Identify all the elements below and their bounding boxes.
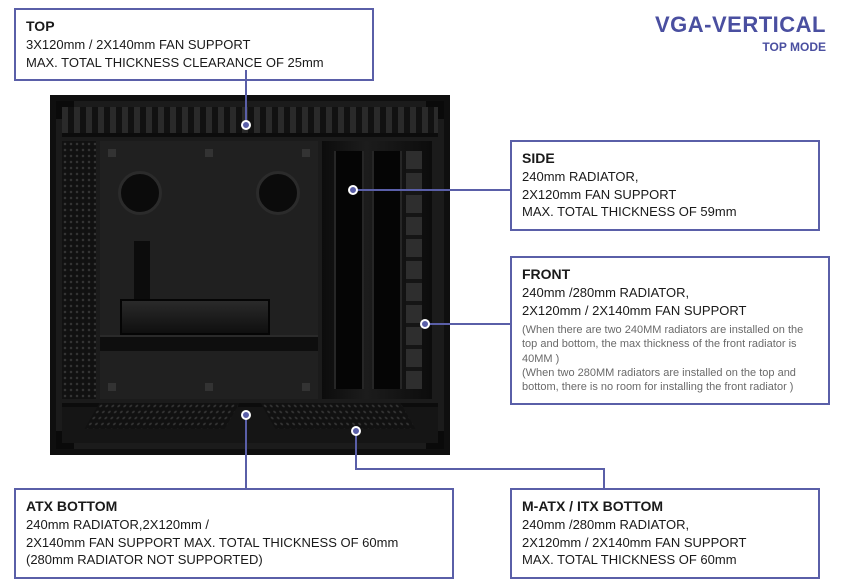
connector-side bbox=[356, 189, 510, 191]
header-main: VGA-VERTICAL bbox=[655, 12, 826, 38]
callout-front-note: (When there are two 240MM radiators are … bbox=[522, 323, 818, 394]
case-illustration bbox=[50, 95, 450, 455]
callout-side: SIDE 240mm RADIATOR,2X120mm FAN SUPPORTM… bbox=[510, 140, 820, 231]
connector-matx-dot bbox=[351, 426, 361, 436]
connector-front-dot bbox=[420, 319, 430, 329]
connector-matx-v bbox=[355, 434, 357, 470]
connector-side-dot bbox=[348, 185, 358, 195]
connector-matx-h bbox=[355, 468, 605, 470]
callout-matx-bottom-body: 240mm /280mm RADIATOR,2X120mm / 2X140mm … bbox=[522, 516, 808, 569]
connector-top bbox=[245, 70, 247, 124]
case-frame bbox=[50, 95, 450, 455]
callout-atx-bottom: ATX BOTTOM 240mm RADIATOR,2X120mm /2X140… bbox=[14, 488, 454, 579]
connector-atx-bottom-dot bbox=[241, 410, 251, 420]
callout-matx-bottom: M-ATX / ITX BOTTOM 240mm /280mm RADIATOR… bbox=[510, 488, 820, 579]
callout-top-title: TOP bbox=[26, 18, 362, 34]
callout-front-body: 240mm /280mm RADIATOR,2X120mm / 2X140mm … bbox=[522, 284, 818, 319]
callout-side-body: 240mm RADIATOR,2X120mm FAN SUPPORTMAX. T… bbox=[522, 168, 808, 221]
callout-matx-bottom-title: M-ATX / ITX BOTTOM bbox=[522, 498, 808, 514]
callout-atx-bottom-body: 240mm RADIATOR,2X120mm /2X140mm FAN SUPP… bbox=[26, 516, 442, 569]
callout-atx-bottom-title: ATX BOTTOM bbox=[26, 498, 442, 514]
callout-top-body: 3X120mm / 2X140mm FAN SUPPORTMAX. TOTAL … bbox=[26, 36, 362, 71]
callout-top: TOP 3X120mm / 2X140mm FAN SUPPORTMAX. TO… bbox=[14, 8, 374, 81]
connector-matx-v2 bbox=[603, 468, 605, 488]
case-mb-tray bbox=[100, 141, 318, 399]
connector-front bbox=[428, 323, 510, 325]
connector-atx-bottom bbox=[245, 418, 247, 488]
callout-side-title: SIDE bbox=[522, 150, 808, 166]
callout-front: FRONT 240mm /280mm RADIATOR,2X120mm / 2X… bbox=[510, 256, 830, 405]
case-left-mesh bbox=[62, 141, 96, 399]
connector-top-dot bbox=[241, 120, 251, 130]
header: VGA-VERTICAL TOP MODE bbox=[655, 12, 826, 54]
header-sub: TOP MODE bbox=[655, 40, 826, 54]
callout-front-title: FRONT bbox=[522, 266, 818, 282]
case-right-panel bbox=[322, 141, 432, 399]
case-bottom-rail bbox=[62, 403, 438, 443]
